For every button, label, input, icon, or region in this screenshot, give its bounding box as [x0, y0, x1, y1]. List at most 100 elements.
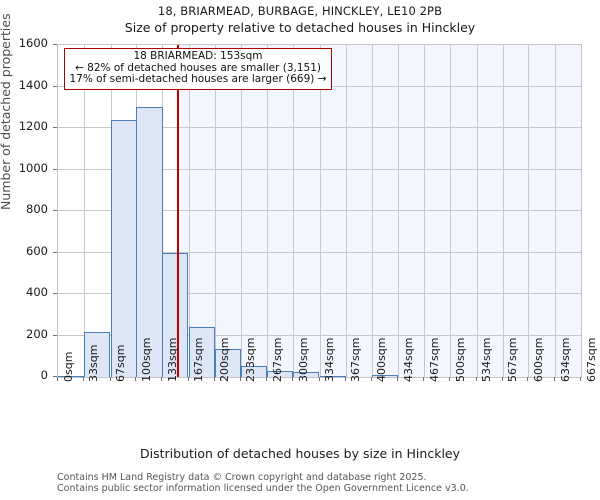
x-tick-mark — [423, 377, 425, 381]
gridline-y-600 — [58, 251, 581, 253]
x-tick-mark — [554, 377, 556, 381]
gridline-x-33 — [83, 45, 85, 377]
y-tick-mark — [53, 376, 57, 377]
chart-title: 18, BRIARMEAD, BURBAGE, HINCKLEY, LE10 2… — [157, 4, 443, 18]
gridline-y-1000 — [58, 168, 581, 170]
histogram-bar — [214, 349, 241, 377]
gridline-x-467 — [424, 45, 426, 377]
x-tick-label: 634sqm — [558, 337, 572, 382]
plot-area — [57, 44, 582, 378]
x-tick-mark — [292, 377, 294, 381]
gridline-x-200 — [214, 45, 216, 377]
x-tick-mark — [370, 377, 372, 381]
y-tick-label: 400 — [26, 285, 48, 299]
x-tick-label: 600sqm — [531, 337, 545, 382]
gridline-x-634 — [555, 45, 557, 377]
x-axis-label: Distribution of detached houses by size … — [139, 446, 461, 461]
annotation-title: 18 BRIARMEAD: 153sqm — [133, 50, 263, 62]
x-tick-label: 133sqm — [165, 337, 179, 382]
annotation-larger: 17% of semi-detached houses are larger (… — [69, 73, 327, 86]
histogram-bar — [371, 375, 398, 377]
gridline-y-200 — [58, 334, 581, 336]
gridline-x-133 — [162, 45, 164, 377]
x-tick-mark — [135, 377, 137, 381]
x-tick-label: 534sqm — [480, 337, 494, 382]
x-tick-mark — [213, 377, 215, 381]
chart-subtitle: Size of property relative to detached ho… — [124, 20, 476, 35]
gridline-y-1600 — [58, 44, 581, 45]
gridline-x-167 — [188, 45, 190, 377]
y-tick-mark — [53, 210, 57, 211]
x-tick-label: 334sqm — [323, 337, 337, 382]
x-tick-mark — [57, 377, 58, 381]
x-tick-mark — [161, 377, 163, 381]
x-tick-label: 500sqm — [453, 337, 467, 382]
y-tick-label: 0 — [40, 368, 48, 382]
attribution-line-1: Contains HM Land Registry data © Crown c… — [57, 472, 427, 483]
y-tick-label: 1200 — [18, 119, 48, 133]
property-annotation-box: 18 BRIARMEAD: 153sqm ← 82% of detached h… — [64, 48, 332, 90]
y-tick-mark — [53, 334, 57, 336]
gridline-x-434 — [398, 45, 400, 377]
histogram-bar — [83, 331, 111, 377]
y-tick-label: 800 — [26, 202, 48, 216]
gridline-x-567 — [502, 45, 504, 377]
histogram-bar — [136, 107, 163, 377]
gridline-y-1200 — [58, 127, 581, 128]
x-tick-label: 567sqm — [506, 337, 520, 382]
gridline-x-534 — [476, 45, 478, 377]
histogram-bar — [162, 252, 189, 377]
shaded-region-larger — [177, 45, 581, 377]
x-tick-label: 100sqm — [139, 337, 153, 382]
gridline-x-267 — [267, 45, 269, 377]
x-tick-label: 467sqm — [427, 337, 441, 382]
gridline-x-367 — [345, 45, 347, 377]
x-tick-label: 200sqm — [218, 337, 232, 382]
gridline-y-400 — [58, 293, 581, 294]
y-tick-mark — [53, 293, 57, 294]
gridline-x-600 — [528, 45, 530, 377]
x-tick-mark — [187, 377, 189, 381]
x-tick-mark — [318, 377, 320, 381]
x-tick-label: 67sqm — [114, 344, 128, 382]
x-tick-mark — [344, 377, 346, 381]
gridline-x-300 — [293, 45, 295, 377]
attribution-line-2: Contains public sector information licen… — [57, 483, 469, 494]
histogram-bar — [267, 371, 294, 377]
x-tick-mark — [449, 377, 451, 381]
y-tick-mark — [53, 44, 57, 45]
x-tick-mark — [239, 377, 241, 381]
y-tick-label: 1400 — [18, 77, 48, 92]
property-size-marker-line — [176, 45, 179, 377]
x-tick-label: 434sqm — [401, 337, 415, 382]
y-tick-label: 200 — [26, 326, 48, 341]
x-tick-label: 667sqm — [584, 337, 598, 382]
histogram-bar — [240, 365, 267, 377]
x-tick-label: 233sqm — [244, 337, 258, 382]
x-tick-mark — [580, 377, 581, 381]
histogram-bar — [293, 372, 320, 377]
gridline-x-233 — [240, 45, 242, 377]
histogram-bar — [319, 375, 347, 377]
histogram-bar — [188, 327, 216, 377]
gridline-x-334 — [319, 45, 321, 377]
gridline-x-500 — [450, 45, 452, 377]
x-tick-mark — [397, 377, 399, 381]
y-tick-label: 600 — [26, 243, 48, 258]
y-tick-label: 1000 — [18, 160, 48, 175]
x-tick-mark — [266, 377, 268, 381]
histogram-bar — [58, 375, 85, 377]
x-tick-mark — [527, 377, 529, 381]
y-tick-mark — [53, 85, 57, 87]
x-tick-label: 267sqm — [270, 337, 284, 382]
x-tick-label: 33sqm — [87, 344, 101, 382]
y-tick-label: 1600 — [18, 36, 48, 50]
x-tick-label: 0sqm — [61, 351, 75, 382]
histogram-bar — [110, 119, 137, 377]
x-tick-label: 400sqm — [375, 337, 389, 382]
y-tick-mark — [53, 168, 57, 170]
x-tick-label: 167sqm — [192, 337, 206, 382]
x-tick-mark — [501, 377, 503, 381]
gridline-y-800 — [58, 210, 581, 211]
